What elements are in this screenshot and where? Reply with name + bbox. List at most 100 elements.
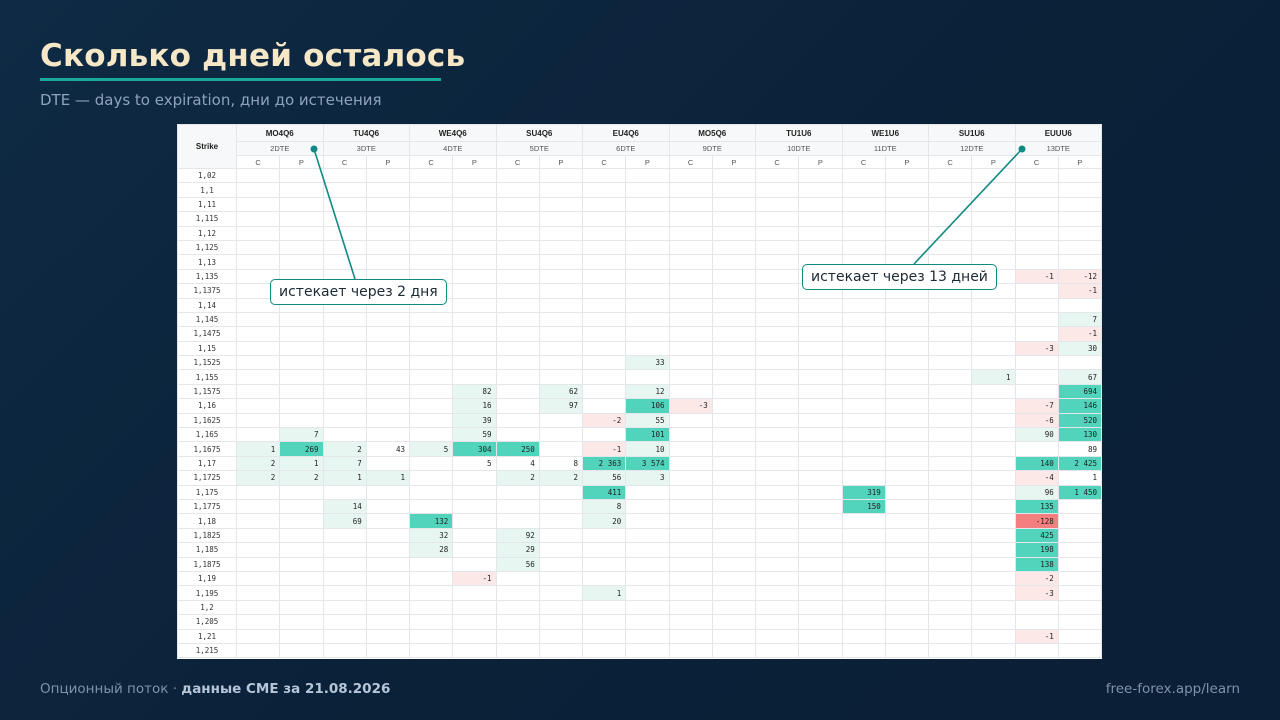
flow-cell: -1	[1014, 628, 1059, 644]
flow-cell	[279, 498, 324, 515]
flow-cell	[841, 196, 886, 213]
flow-cell	[581, 542, 627, 558]
flow-cell	[1014, 599, 1059, 616]
flow-cell	[927, 484, 973, 500]
flow-cell: 7	[279, 427, 324, 443]
strike-cell: 1,1475	[177, 326, 237, 342]
flow-cell	[798, 167, 843, 184]
flow-cell	[668, 369, 713, 385]
flow-cell: 33	[625, 355, 670, 371]
flow-cell	[408, 225, 454, 241]
expiration-code-header: MO4Q6	[236, 124, 324, 142]
flow-cell	[495, 628, 540, 644]
flow-cell	[711, 340, 757, 357]
flow-cell	[798, 340, 843, 357]
flow-cell	[971, 239, 1016, 256]
flow-cell	[798, 498, 843, 515]
flow-cell: -128	[1014, 513, 1059, 529]
flow-cell	[754, 167, 800, 184]
call-column-header: C	[1014, 155, 1059, 169]
flow-cell	[668, 427, 713, 443]
flow-cell	[581, 398, 627, 414]
strike-cell: 1,115	[177, 211, 237, 227]
flow-cell	[365, 211, 411, 227]
flow-cell	[408, 455, 454, 472]
flow-cell	[798, 628, 843, 644]
flow-cell	[711, 570, 757, 587]
flow-cell	[841, 527, 886, 544]
call-column-header: C	[235, 155, 281, 169]
table-row: 1,175 411 319 96 1 450	[177, 484, 1102, 500]
flow-cell	[235, 225, 281, 241]
flow-cell	[884, 614, 930, 630]
flow-cell	[235, 484, 281, 500]
flow-cell: 2	[322, 441, 367, 457]
flow-cell	[927, 542, 973, 558]
flow-cell	[1014, 167, 1059, 184]
flow-cell	[798, 383, 843, 400]
flow-cell	[538, 599, 584, 616]
flow-cell	[538, 484, 584, 500]
flow-cell	[235, 196, 281, 213]
flow-cell	[754, 283, 800, 299]
flow-cell	[754, 340, 800, 357]
flow-cell	[452, 470, 497, 486]
flow-cell	[841, 383, 886, 400]
flow-cell	[1057, 297, 1102, 313]
flow-cell	[279, 254, 324, 270]
flow-cell	[884, 225, 930, 241]
flow-cell	[754, 297, 800, 313]
put-column-header: P	[1057, 155, 1102, 169]
flow-cell	[711, 498, 757, 515]
flow-cell	[711, 585, 757, 601]
flow-cell	[1057, 239, 1102, 256]
flow-cell: 1	[1057, 470, 1102, 486]
flow-cell	[1057, 570, 1102, 587]
flow-cell	[971, 182, 1016, 198]
flow-cell	[495, 513, 540, 529]
flow-cell	[538, 642, 584, 659]
flow-cell	[927, 311, 973, 328]
flow-cell	[581, 196, 627, 213]
flow-cell	[322, 196, 367, 213]
flow-cell	[235, 599, 281, 616]
flow-cell	[884, 355, 930, 371]
flow-cell: -1	[1057, 283, 1102, 299]
flow-cell	[365, 556, 411, 572]
put-column-header: P	[452, 155, 497, 169]
flow-cell	[1014, 311, 1059, 328]
flow-cell	[408, 211, 454, 227]
flow-cell	[408, 326, 454, 342]
footer-site-link[interactable]: free-forex.app/learn	[1105, 681, 1240, 697]
flow-cell: 28	[408, 542, 454, 558]
strike-cell: 1,19	[177, 570, 237, 587]
flow-cell	[668, 570, 713, 587]
flow-cell	[625, 570, 670, 587]
flow-cell	[625, 599, 670, 616]
flow-cell	[408, 167, 454, 184]
flow-cell	[625, 182, 670, 198]
flow-cell	[322, 340, 367, 357]
flow-cell	[884, 383, 930, 400]
flow-cell	[625, 167, 670, 184]
flow-cell	[322, 542, 367, 558]
strike-cell: 1,1375	[177, 283, 237, 299]
flow-cell	[365, 642, 411, 659]
flow-cell	[495, 614, 540, 630]
flow-cell	[754, 196, 800, 213]
flow-cell	[668, 383, 713, 400]
flow-cell	[884, 441, 930, 457]
flow-cell	[971, 484, 1016, 500]
flow-cell	[841, 167, 886, 184]
put-column-header: P	[884, 155, 930, 169]
flow-cell	[365, 484, 411, 500]
flow-cell	[538, 211, 584, 227]
flow-cell	[538, 527, 584, 544]
flow-cell	[927, 498, 973, 515]
call-column-header: C	[754, 155, 800, 169]
flow-cell	[798, 556, 843, 572]
flow-cell: 5	[452, 455, 497, 472]
flow-cell	[798, 484, 843, 500]
flow-cell	[798, 470, 843, 486]
flow-cell	[538, 167, 584, 184]
